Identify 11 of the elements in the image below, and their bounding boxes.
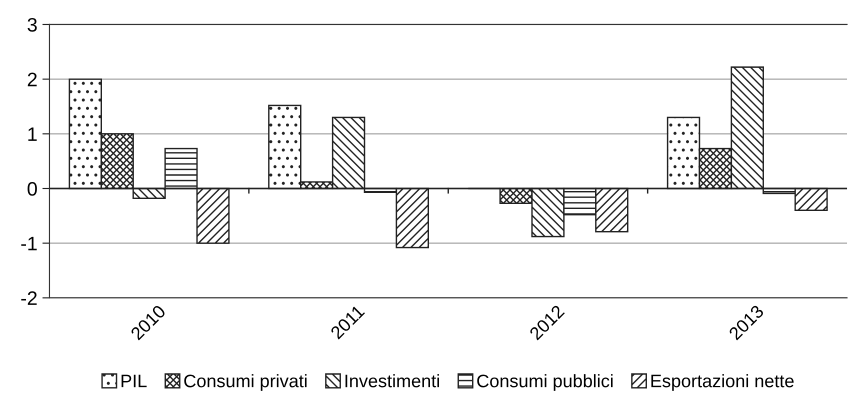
- y-tick-label: 1: [28, 127, 37, 141]
- y-tick-label: 3: [28, 18, 37, 32]
- y-tick-label: 2: [28, 72, 37, 86]
- legend-label: PIL: [122, 374, 147, 388]
- legend-label: Investimenti: [346, 374, 439, 388]
- y-tick-label: 0: [28, 182, 37, 196]
- legend-label: Consumi pubblici: [477, 374, 613, 391]
- legend-label: Consumi privati: [184, 374, 307, 391]
- y-tick-label: -2: [21, 291, 37, 305]
- legend-label: Esportazioni nette: [651, 374, 794, 391]
- y-tick-label: -1: [21, 236, 37, 250]
